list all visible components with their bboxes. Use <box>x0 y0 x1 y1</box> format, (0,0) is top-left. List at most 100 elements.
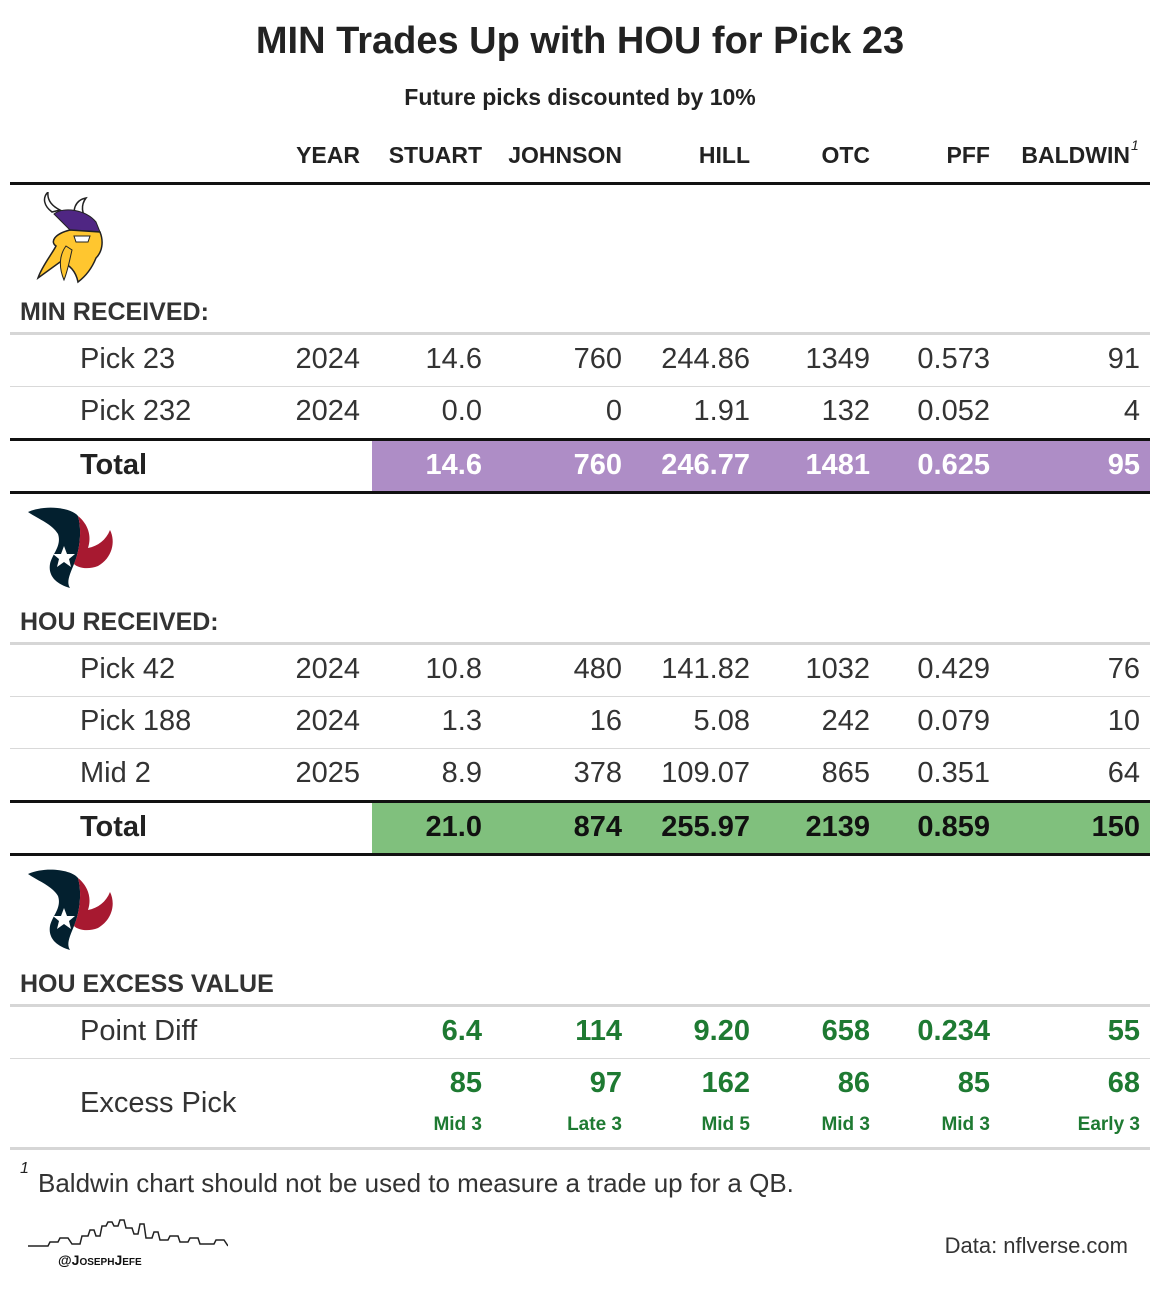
point-diff-label: Point Diff <box>80 1015 198 1047</box>
header-year: YEAR <box>296 142 360 168</box>
min-total-pff: 0.625 <box>917 449 990 481</box>
credit-handle: @JosephJefe <box>58 1252 142 1268</box>
texans-logo <box>28 869 113 950</box>
hou-row-2-johnson: 16 <box>589 705 622 737</box>
hou-row-1-year: 2024 <box>295 653 360 685</box>
min-row-2-baldwin: 4 <box>1123 395 1140 427</box>
excess-pick-pff: 85 <box>957 1067 990 1099</box>
min-row-2-otc: 132 <box>821 395 870 427</box>
header-stuart: STUART <box>388 142 482 168</box>
excess-round-otc: Mid 3 <box>821 1114 870 1135</box>
point-diff-stuart: 6.4 <box>441 1015 482 1047</box>
hou-row-1-johnson: 480 <box>573 653 622 685</box>
hou-total-stuart: 21.0 <box>425 811 482 843</box>
footnote-text: Baldwin chart should not be used to meas… <box>38 1168 794 1198</box>
hou-total-label: Total <box>80 811 148 843</box>
min-row-2-stuart: 0.0 <box>441 395 482 427</box>
min-row-1-year: 2024 <box>295 343 360 375</box>
header-hill: HILL <box>698 142 750 168</box>
excess-pick-baldwin: 68 <box>1107 1067 1140 1099</box>
hou-row-3-year: 2025 <box>295 757 360 789</box>
chart-subtitle: Future picks discounted by 10% <box>404 84 756 110</box>
hou-total-pff: 0.859 <box>917 811 990 843</box>
excess-pick-otc: 86 <box>837 1067 870 1099</box>
excess-pick-stuart: 85 <box>449 1067 482 1099</box>
hou-row-2-baldwin: 10 <box>1107 705 1140 737</box>
hou-total-johnson: 874 <box>573 811 622 843</box>
min-row-2-year: 2024 <box>295 395 360 427</box>
hou-row-1-pff: 0.429 <box>917 653 990 685</box>
hou-section-label: HOU RECEIVED: <box>20 608 219 636</box>
total-rule <box>10 800 1150 803</box>
min-row-2-pick: Pick 232 <box>80 395 192 427</box>
min-row-1-hill: 244.86 <box>661 343 750 375</box>
hou-total-hill: 255.97 <box>661 811 750 843</box>
excess-pick-label: Excess Pick <box>80 1087 237 1119</box>
footnote-marker: 1 <box>20 1160 29 1177</box>
hou-row-2-otc: 242 <box>821 705 870 737</box>
min-row-1-johnson: 760 <box>573 343 622 375</box>
hou-row-2-pff: 0.079 <box>917 705 990 737</box>
hou-row-3-otc: 865 <box>821 757 870 789</box>
min-row-1-pick: Pick 23 <box>80 343 176 375</box>
point-diff-pff: 0.234 <box>917 1015 990 1047</box>
hou-total-highlight <box>372 803 1150 853</box>
data-source: Data: nflverse.com <box>944 1233 1128 1258</box>
min-total-highlight <box>372 441 1150 491</box>
hou-section-rule <box>10 642 1150 645</box>
total-rule <box>10 438 1150 441</box>
section-end-rule <box>10 853 1150 856</box>
header-baldwin: BALDWIN <box>1021 142 1130 168</box>
hou-total-otc: 2139 <box>805 811 870 843</box>
header-johnson: JOHNSON <box>508 142 622 168</box>
min-section-rule <box>10 332 1150 335</box>
hou-row-2-pick: Pick 188 <box>80 705 192 737</box>
min-total-baldwin: 95 <box>1107 449 1140 481</box>
point-diff-otc: 658 <box>821 1015 870 1047</box>
hou-row-3-pff: 0.351 <box>917 757 990 789</box>
section-end-rule <box>10 491 1150 494</box>
min-row-2-hill: 1.91 <box>693 395 750 427</box>
min-total-otc: 1481 <box>805 449 870 481</box>
hou-row-3-hill: 109.07 <box>661 757 750 789</box>
row-divider <box>10 696 1150 697</box>
point-diff-hill: 9.20 <box>693 1015 750 1047</box>
hou-row-2-year: 2024 <box>295 705 360 737</box>
hou-row-3-baldwin: 64 <box>1107 757 1140 789</box>
min-total-johnson: 760 <box>573 449 622 481</box>
min-row-2-johnson: 0 <box>605 395 622 427</box>
hou-row-3-johnson: 378 <box>573 757 622 789</box>
header-otc: OTC <box>821 142 870 168</box>
excess-pick-hill: 162 <box>701 1067 750 1099</box>
excess-round-johnson: Late 3 <box>567 1114 622 1135</box>
hou-row-1-stuart: 10.8 <box>425 653 482 685</box>
hou-row-3-stuart: 8.9 <box>441 757 482 789</box>
min-row-1-otc: 1349 <box>805 343 870 375</box>
min-row-1-stuart: 14.6 <box>425 343 482 375</box>
header-rule <box>10 182 1150 185</box>
hou-row-3-pick: Mid 2 <box>80 757 151 789</box>
excess-round-baldwin: Early 3 <box>1077 1114 1140 1135</box>
chart-title: MIN Trades Up with HOU for Pick 23 <box>255 20 905 62</box>
header-pff: PFF <box>946 142 990 168</box>
hou-total-baldwin: 150 <box>1091 811 1140 843</box>
footnote-marker: 1 <box>1131 137 1139 153</box>
hou-row-1-hill: 141.82 <box>661 653 750 685</box>
texans-logo <box>28 507 113 588</box>
min-total-stuart: 14.6 <box>425 449 482 481</box>
hou-row-2-hill: 5.08 <box>693 705 750 737</box>
point-diff-baldwin: 55 <box>1107 1015 1140 1047</box>
excess-round-pff: Mid 3 <box>941 1114 990 1135</box>
excess-section-label: HOU EXCESS VALUE <box>20 970 274 998</box>
row-divider <box>10 1058 1150 1059</box>
min-row-1-baldwin: 91 <box>1107 343 1140 375</box>
excess-section-rule <box>10 1004 1150 1007</box>
skyline-logo <box>28 1219 228 1247</box>
table-end-rule <box>10 1147 1150 1150</box>
vikings-logo <box>36 192 103 284</box>
hou-row-2-stuart: 1.3 <box>441 705 482 737</box>
min-section-label: MIN RECEIVED: <box>20 298 209 326</box>
row-divider <box>10 386 1150 387</box>
row-divider <box>10 748 1150 749</box>
hou-row-1-pick: Pick 42 <box>80 653 176 685</box>
